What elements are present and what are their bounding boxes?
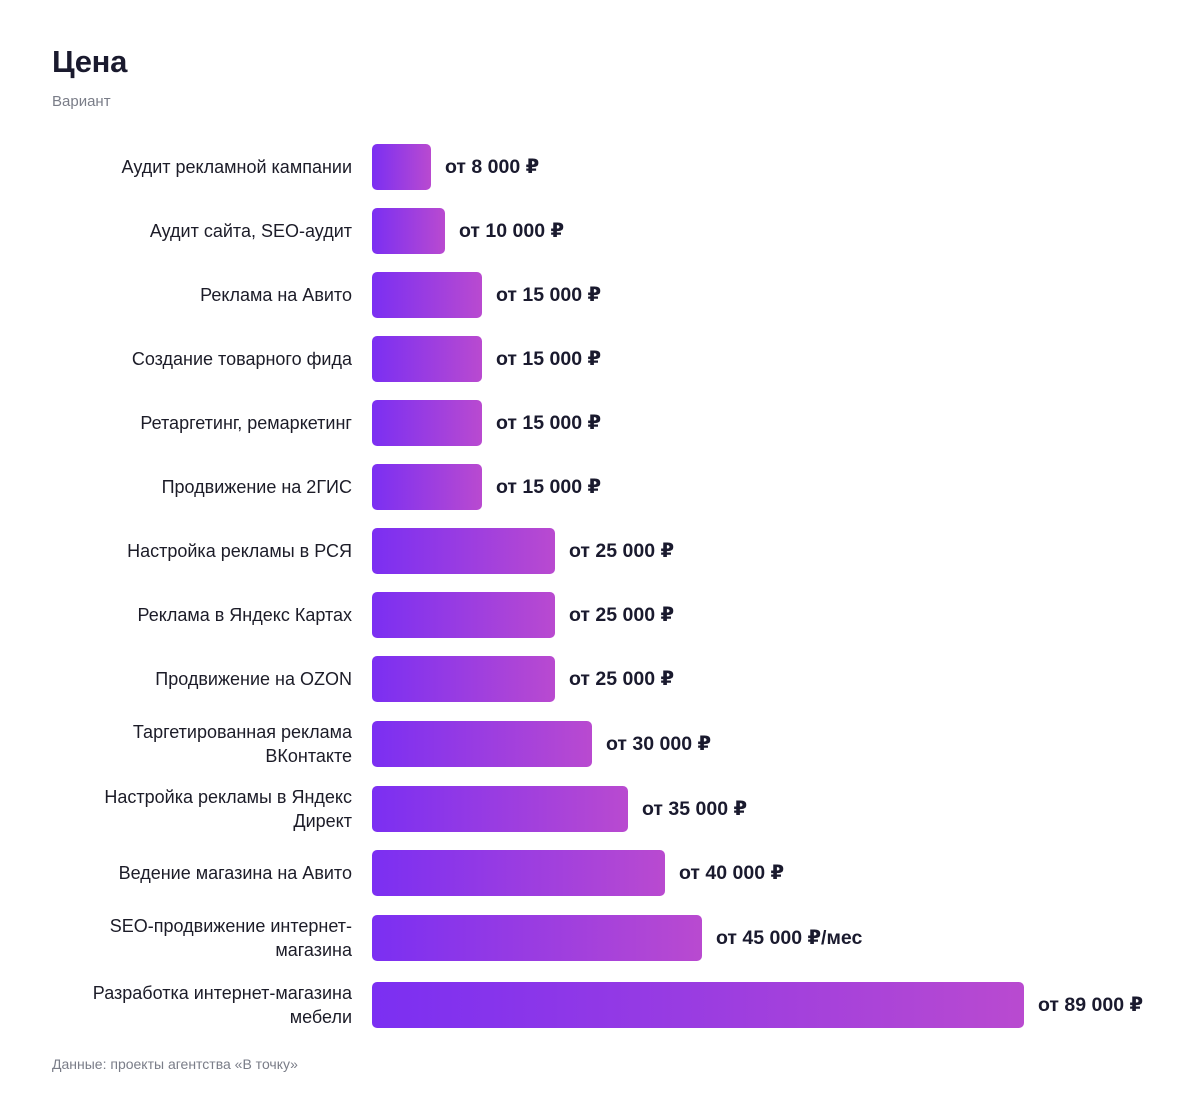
bar (372, 208, 445, 254)
category-label: Разработка интернет-магазина мебели (92, 983, 352, 1027)
bar (372, 850, 665, 896)
category-label: Аудит рекламной кампании (121, 157, 352, 177)
bar (372, 336, 482, 382)
bar (372, 272, 482, 318)
bar (372, 400, 482, 446)
bar (372, 982, 1024, 1028)
category-label: Реклама в Яндекс Картах (137, 605, 352, 625)
bar (372, 528, 555, 574)
bar (372, 721, 592, 767)
value-label: от 45 000 ₽/мес (716, 927, 863, 949)
category-label: Реклама на Авито (200, 285, 352, 305)
category-label: Настройка рекламы в РСЯ (127, 541, 352, 561)
data-source-note: Данные: проекты агентства «В точку» (52, 1056, 298, 1072)
value-label: от 10 000 ₽ (459, 220, 565, 242)
category-label: SEO-продвижение интернет-магазина (109, 916, 352, 960)
bar (372, 464, 482, 510)
chart-title: Цена (52, 44, 128, 79)
category-label: Таргетированная реклама ВКонтакте (132, 722, 352, 766)
value-label: от 35 000 ₽ (642, 798, 748, 820)
value-label: от 15 000 ₽ (496, 476, 602, 498)
value-label: от 15 000 ₽ (496, 348, 602, 370)
bar (372, 915, 702, 961)
value-label: от 25 000 ₽ (569, 668, 675, 690)
value-label: от 8 000 ₽ (445, 156, 540, 178)
value-label: от 25 000 ₽ (569, 540, 675, 562)
category-label: Продвижение на 2ГИС (161, 477, 352, 497)
category-label: Ретаргетинг, ремаркетинг (140, 413, 352, 433)
value-label: от 40 000 ₽ (679, 862, 785, 884)
bar (372, 656, 555, 702)
value-label: от 15 000 ₽ (496, 412, 602, 434)
category-label: Продвижение на OZON (155, 669, 352, 689)
value-label: от 25 000 ₽ (569, 604, 675, 626)
category-label: Настройка рекламы в Яндекс Директ (104, 787, 352, 831)
category-label: Аудит сайта, SEO-аудит (149, 221, 352, 241)
bar (372, 786, 628, 832)
bar (372, 592, 555, 638)
category-label: Ведение магазина на Авито (118, 863, 352, 883)
value-label: от 30 000 ₽ (606, 733, 712, 755)
bar (372, 144, 431, 190)
value-label: от 15 000 ₽ (496, 284, 602, 306)
value-label: от 89 000 ₽ (1038, 994, 1144, 1016)
category-label: Создание товарного фида (131, 349, 352, 369)
chart-subtitle: Вариант (52, 93, 111, 110)
